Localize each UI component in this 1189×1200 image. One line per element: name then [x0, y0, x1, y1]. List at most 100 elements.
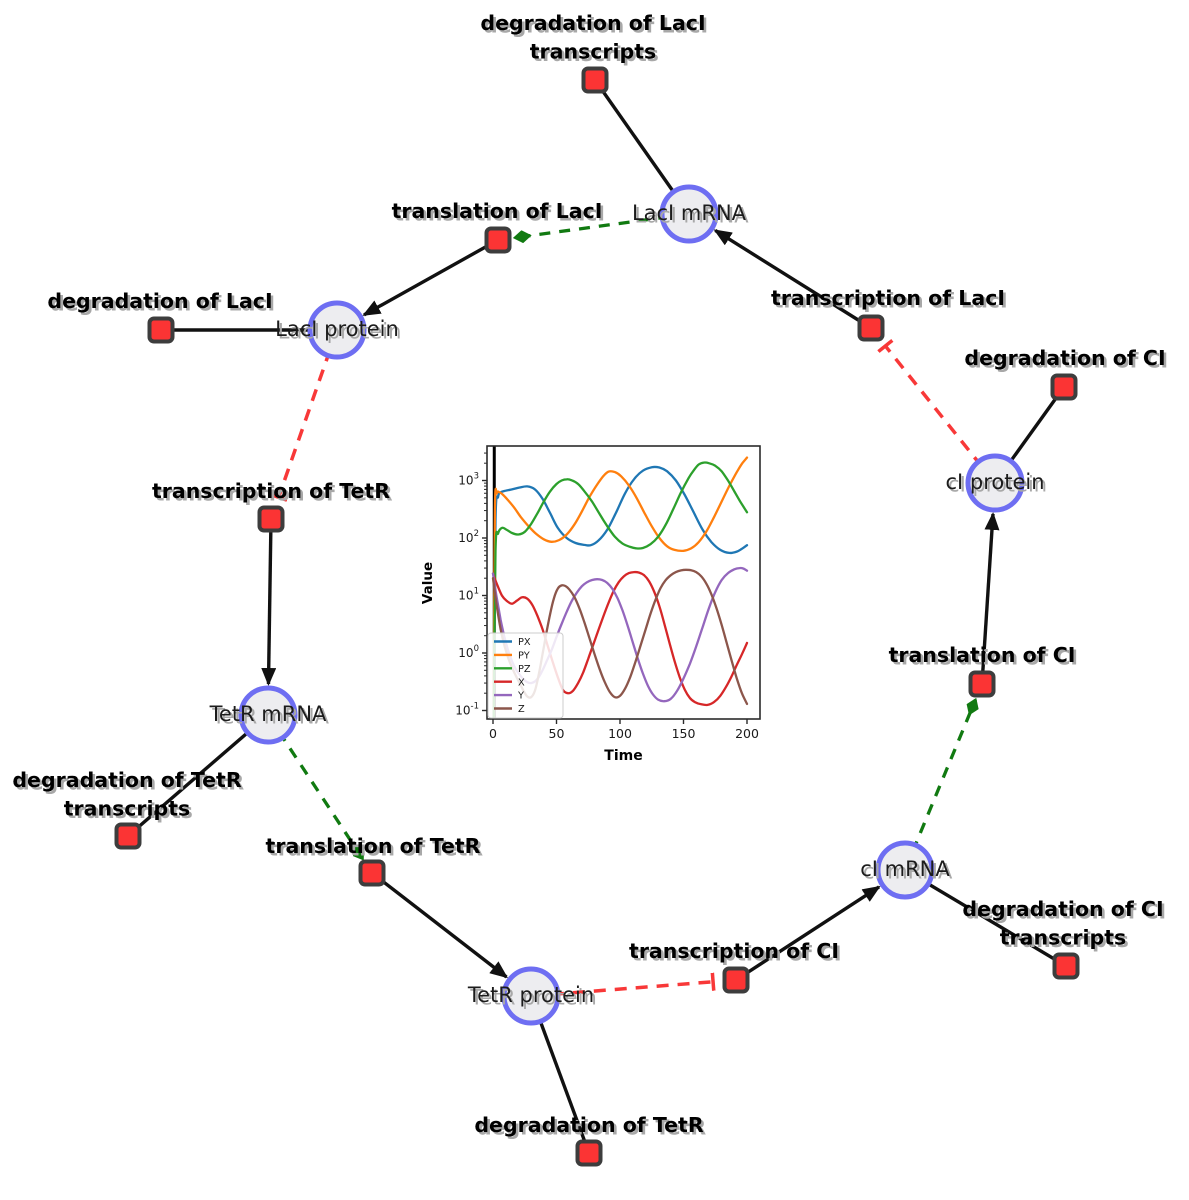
edge-arrow-tl_ci-ci_protein: [980, 511, 1000, 685]
legend-label-X: X: [518, 677, 525, 688]
y-tick-label: 100: [458, 644, 479, 660]
reaction-label-deg_laci-line0-shadow: degradation of LacI: [50, 292, 275, 316]
reaction-node-deg_tetr_tx[interactable]: [114, 822, 142, 850]
reaction-label-tl_tetr-line0-shadow: translation of TetR: [268, 837, 483, 861]
species-label-ci_mrna-shadow: cI mRNA: [863, 860, 953, 884]
species-label-ci_protein: cI protein: [945, 470, 1044, 494]
reaction-label-deg_tetr_tx-line0: degradation of TetR: [12, 768, 241, 792]
species-label-laci_mrna-shadow: LacI mRNA: [635, 204, 750, 228]
reaction-label-deg_tetr_tx-line1: transcripts: [64, 797, 191, 821]
edge-plain-deg_tetr_tx-tetr_mrna: [126, 713, 270, 838]
x-tick-label: 100: [608, 726, 632, 741]
reaction-label-tl_laci-line0-shadow: translation of LacI: [394, 202, 605, 226]
edge-inhibition-tetr_protein-tc_ci: [530, 972, 716, 998]
reactions-layer: [114, 66, 1080, 1167]
chart-legend: PX PY PZ XYZ: [487, 632, 564, 719]
reaction-label-deg_ci_tx-line1-shadow: transcripts: [1002, 928, 1129, 952]
legend-label-PZ: PZ: [518, 664, 531, 675]
reaction-node-deg_tetr[interactable]: [575, 1139, 603, 1167]
species-node-tetr_protein[interactable]: [501, 966, 561, 1026]
reaction-node-tc_tetr[interactable]: [257, 505, 285, 533]
y-tick-label: 10-1: [455, 702, 479, 718]
legend-label-Z: Z: [518, 704, 525, 715]
species-label-tetr_mrna: TetR mRNA: [209, 702, 327, 726]
species-label-laci_mrna: LacI mRNA: [632, 201, 747, 225]
reaction-label-deg_tetr-line0-shadow: degradation of TetR: [477, 1116, 706, 1140]
reaction-node-tl_laci[interactable]: [484, 226, 512, 254]
reaction-label-tl_laci-line0: translation of LacI: [392, 199, 603, 223]
species-layer: [238, 184, 1025, 1026]
reaction-node-tl_tetr[interactable]: [358, 859, 386, 887]
reaction-label-deg_ci_tx-line1: transcripts: [1000, 926, 1127, 950]
species-node-laci_mrna[interactable]: [659, 184, 719, 244]
reaction-node-deg_laci[interactable]: [147, 316, 175, 344]
species-node-ci_mrna[interactable]: [875, 840, 935, 900]
reaction-node-deg_ci[interactable]: [1050, 373, 1078, 401]
reaction-label-tc_tetr-line0: transcription of TetR: [152, 479, 390, 503]
reaction-label-tc_laci-line0-shadow: transcription of LacI: [774, 289, 1008, 313]
y-tick-label: 102: [458, 529, 479, 545]
reaction-label-deg_laci_tx-line1: transcripts: [530, 40, 657, 64]
reaction-label-deg_ci_tx-line0: degradation of CI: [962, 897, 1163, 921]
reaction-label-deg_laci_tx-line1-shadow: transcripts: [532, 42, 659, 66]
reaction-label-deg_laci-line0: degradation of LacI: [47, 289, 272, 313]
series-PY: [492, 456, 749, 719]
reaction-label-tc_ci-line0-shadow: transcription of CI: [632, 942, 842, 966]
reaction-label-tl_tetr-line0: translation of TetR: [266, 834, 481, 858]
reaction-label-tc_ci-line0: transcription of CI: [629, 939, 839, 963]
edge-arrow-tl_laci-laci_protein: [362, 238, 499, 317]
reaction-label-deg_tetr_tx-line0-shadow: degradation of TetR: [15, 771, 244, 795]
x-tick-label: 200: [735, 726, 759, 741]
reaction-label-deg_laci_tx-line0-shadow: degradation of LacI: [483, 14, 708, 38]
species-node-ci_protein[interactable]: [965, 453, 1025, 513]
reaction-node-deg_ci_tx[interactable]: [1052, 952, 1080, 980]
species-node-laci_protein[interactable]: [307, 300, 367, 360]
plot-frame: [486, 445, 761, 720]
edge-activation-ci_mrna-tl_ci: [903, 697, 979, 871]
reaction-label-tl_ci-line0: translation of CI: [889, 643, 1076, 667]
legend-label-Y: Y: [517, 691, 524, 702]
reaction-label-deg_ci-line0: degradation of CI: [964, 346, 1165, 370]
reaction-node-tc_ci[interactable]: [722, 966, 750, 994]
reaction-label-tc_tetr-line0-shadow: transcription of TetR: [155, 482, 393, 506]
inset-chart: 0 50 100 150 20010-1100101102103TimeValuePXP…: [420, 445, 761, 762]
reaction-node-deg_laci_tx[interactable]: [581, 66, 609, 94]
species-label-tetr_mrna-shadow: TetR mRNA: [211, 705, 329, 729]
species-label-ci_mrna: cI mRNA: [860, 857, 950, 881]
reaction-node-tc_laci[interactable]: [857, 314, 885, 342]
x-axis-label: Time: [604, 748, 642, 762]
x-tick-label: 50: [549, 726, 565, 741]
species-label-laci_protein-shadow: LacI protein: [278, 320, 402, 344]
edge-inhibition-laci_protein-tc_tetr: [269, 329, 339, 502]
legend-label-PY: PY: [518, 651, 530, 662]
x-tick-label: 150: [672, 726, 696, 741]
reaction-label-tl_ci-line0-shadow: translation of CI: [891, 646, 1078, 670]
species-label-ci_protein-shadow: cI protein: [948, 473, 1047, 497]
edge-arrow-tl_tetr-tetr_protein: [370, 871, 509, 979]
reaction-label-deg_tetr_tx-line1-shadow: transcripts: [66, 799, 193, 823]
reaction-label-deg_tetr-line0: degradation of TetR: [474, 1113, 703, 1137]
series-X: [491, 570, 749, 707]
reaction-label-tc_laci-line0: transcription of LacI: [771, 286, 1005, 310]
y-tick-label: 103: [458, 472, 479, 488]
reaction-label-deg_ci_tx-line0-shadow: degradation of CI: [965, 900, 1166, 924]
y-tick-label: 101: [458, 587, 479, 603]
y-axis-label: Value: [420, 562, 436, 604]
edge-arrow-tc_ci-ci_mrna: [735, 885, 881, 982]
reaction-node-tl_ci[interactable]: [968, 670, 996, 698]
x-tick-label: 0: [489, 726, 497, 741]
series-PZ: [492, 461, 749, 719]
edge-arrow-tc_laci-laci_mrna: [713, 229, 872, 330]
edge-plain-deg_ci_tx-ci_mrna: [904, 868, 1067, 968]
species-label-tetr_protein: TetR protein: [467, 983, 594, 1007]
species-label-laci_protein: LacI protein: [275, 317, 399, 341]
edge-arrow-tc_tetr-tetr_mrna: [261, 518, 277, 687]
reaction-label-deg_ci-line0-shadow: degradation of CI: [967, 349, 1168, 373]
reaction-label-deg_laci_tx-line0: degradation of LacI: [480, 11, 705, 35]
legend-label-PX: PX: [518, 637, 531, 648]
species-label-tetr_protein-shadow: TetR protein: [469, 986, 596, 1010]
species-node-tetr_mrna[interactable]: [238, 685, 298, 745]
